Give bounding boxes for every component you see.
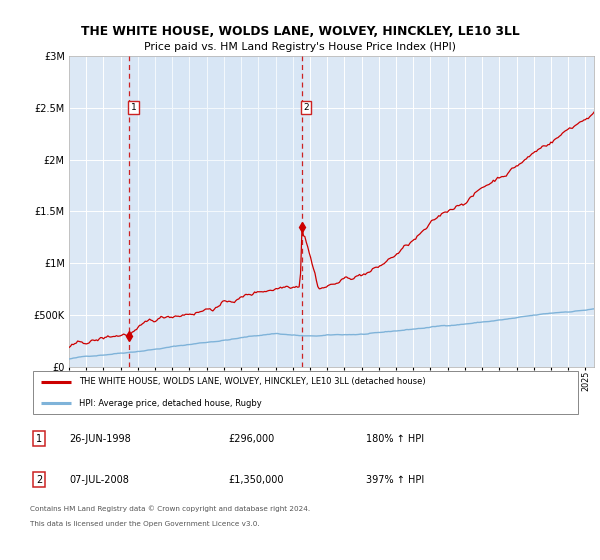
Text: This data is licensed under the Open Government Licence v3.0.: This data is licensed under the Open Gov… bbox=[30, 521, 260, 528]
Text: Contains HM Land Registry data © Crown copyright and database right 2024.: Contains HM Land Registry data © Crown c… bbox=[30, 506, 310, 512]
Text: THE WHITE HOUSE, WOLDS LANE, WOLVEY, HINCKLEY, LE10 3LL: THE WHITE HOUSE, WOLDS LANE, WOLVEY, HIN… bbox=[80, 25, 520, 38]
Text: 1: 1 bbox=[36, 434, 42, 444]
Text: HPI: Average price, detached house, Rugby: HPI: Average price, detached house, Rugb… bbox=[79, 399, 262, 408]
FancyBboxPatch shape bbox=[33, 371, 578, 414]
Text: 2: 2 bbox=[303, 103, 309, 112]
Bar bbox=[129, 56, 302, 367]
Text: 397% ↑ HPI: 397% ↑ HPI bbox=[366, 475, 424, 484]
Text: 07-JUL-2008: 07-JUL-2008 bbox=[69, 475, 129, 484]
Text: 26-JUN-1998: 26-JUN-1998 bbox=[69, 434, 131, 444]
Text: THE WHITE HOUSE, WOLDS LANE, WOLVEY, HINCKLEY, LE10 3LL (detached house): THE WHITE HOUSE, WOLDS LANE, WOLVEY, HIN… bbox=[79, 377, 425, 386]
Text: £296,000: £296,000 bbox=[228, 434, 274, 444]
Text: £1,350,000: £1,350,000 bbox=[228, 475, 284, 484]
Text: 180% ↑ HPI: 180% ↑ HPI bbox=[366, 434, 424, 444]
Text: Price paid vs. HM Land Registry's House Price Index (HPI): Price paid vs. HM Land Registry's House … bbox=[144, 42, 456, 52]
Text: 1: 1 bbox=[131, 103, 136, 112]
Text: 2: 2 bbox=[36, 475, 42, 484]
